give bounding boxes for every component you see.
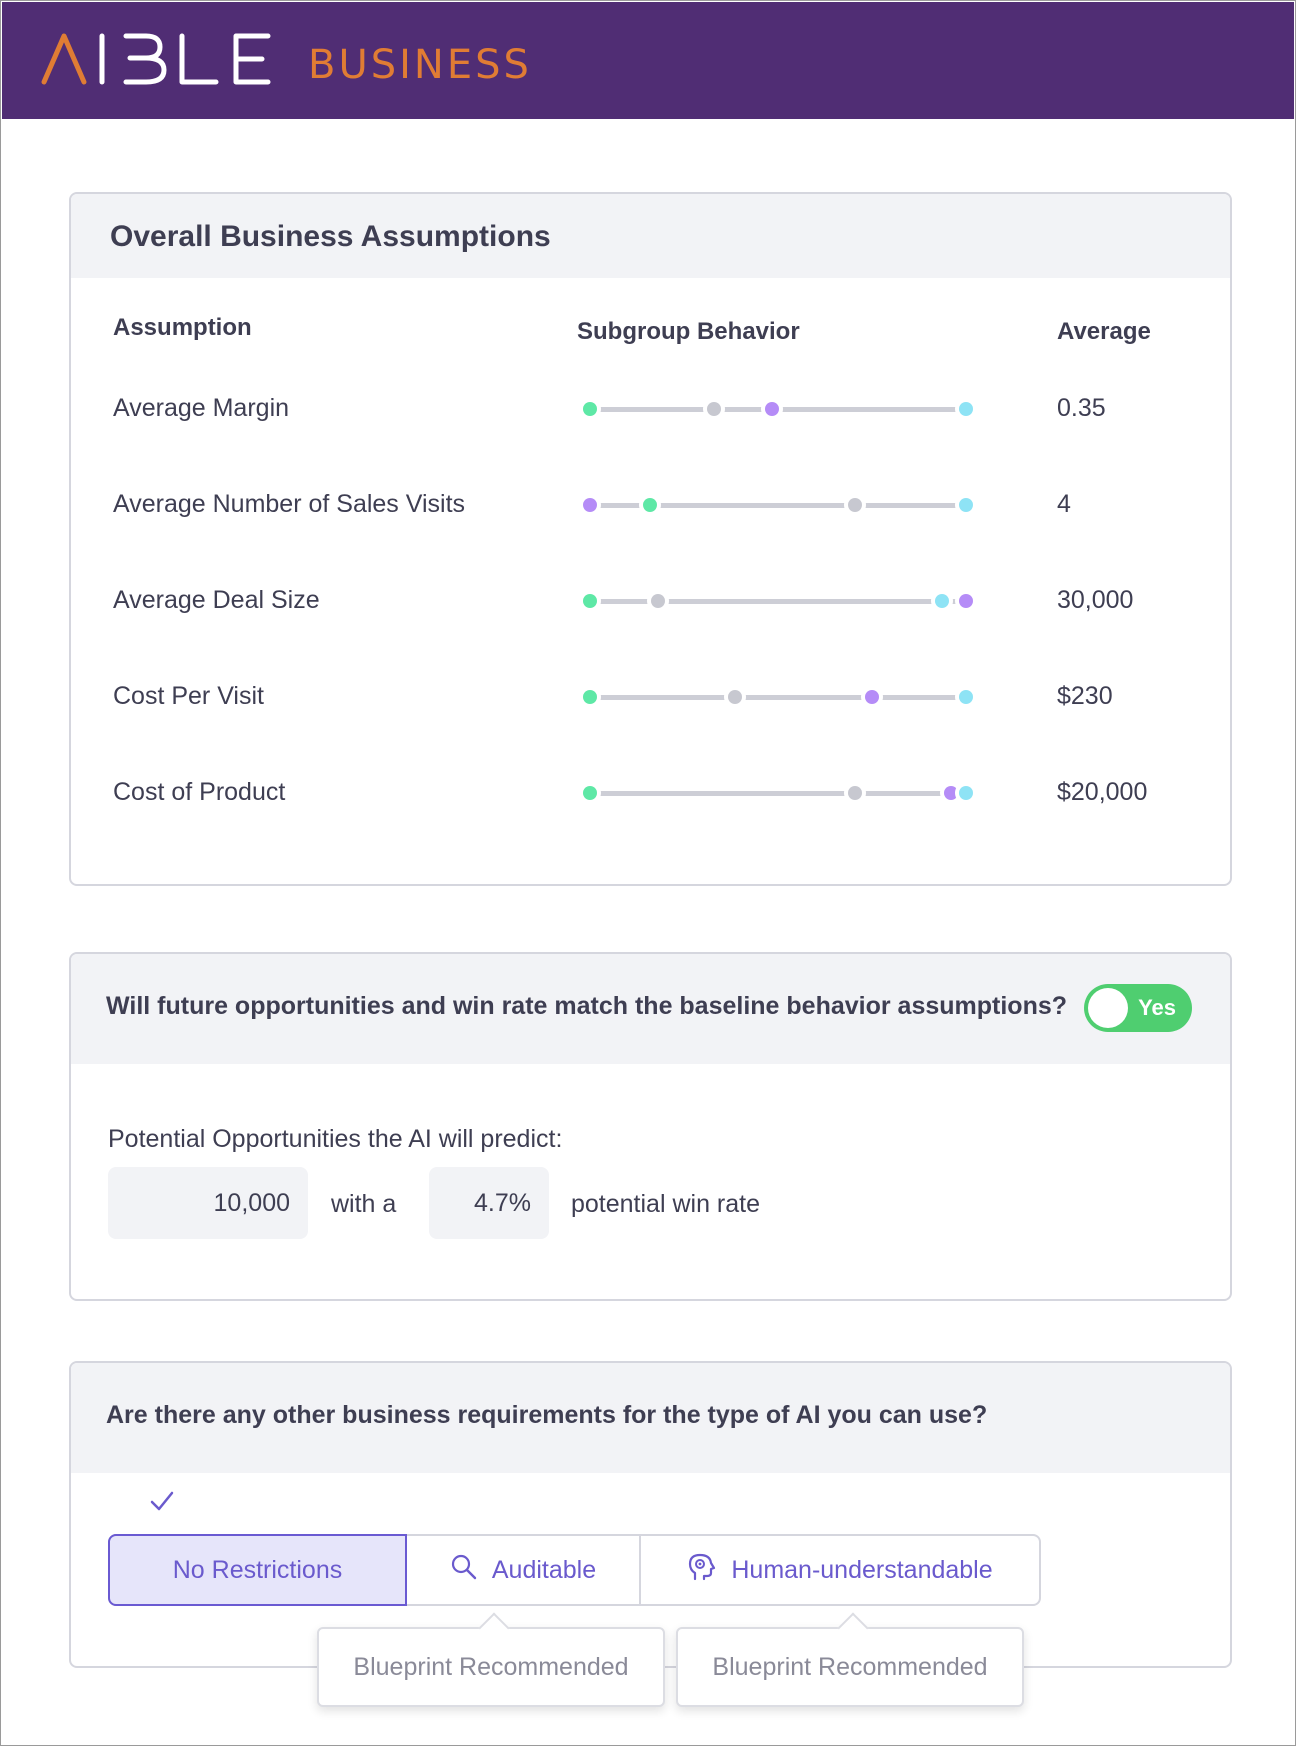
tooltip-text: Blueprint Recommended xyxy=(353,1652,629,1681)
option-label: Human-understandable xyxy=(731,1555,993,1584)
assumptions-card: Overall Business Assumptions Assumption … xyxy=(69,192,1232,886)
subgroup-behavior-track xyxy=(583,594,973,608)
logo[interactable]: BUSINESS xyxy=(40,30,560,90)
subgroup-dot-gray[interactable] xyxy=(848,498,863,512)
option-label: No Restrictions xyxy=(172,1555,343,1584)
subgroup-behavior-track xyxy=(583,786,973,800)
head-gears-icon xyxy=(687,1552,717,1589)
subgroup-dot-gray[interactable] xyxy=(727,690,742,704)
subgroup-behavior-track xyxy=(583,690,973,704)
assumption-label: Cost Per Visit xyxy=(113,682,264,710)
baseline-card: Will future opportunities and win rate m… xyxy=(69,952,1232,1301)
assumption-average: $20,000 xyxy=(1057,778,1148,806)
subgroup-dot-gray[interactable] xyxy=(707,402,722,416)
requirements-card-header: Are there any other business requirement… xyxy=(71,1363,1230,1473)
subgroup-behavior-track xyxy=(583,402,973,416)
baseline-toggle[interactable]: Yes xyxy=(1084,984,1192,1032)
option-auditable[interactable]: Auditable xyxy=(407,1536,641,1604)
option-no-restrictions[interactable]: No Restrictions xyxy=(108,1534,407,1606)
requirements-card: Are there any other business requirement… xyxy=(69,1361,1232,1668)
predict-label: Potential Opportunities the AI will pred… xyxy=(108,1125,563,1153)
col-header-average: Average xyxy=(1057,318,1151,345)
subgroup-dot-green[interactable] xyxy=(643,498,658,512)
assumption-label: Average Number of Sales Visits xyxy=(113,490,466,518)
assumptions-card-header: Overall Business Assumptions xyxy=(71,194,1230,278)
subgroup-dot-gray[interactable] xyxy=(650,594,665,608)
assumptions-title: Overall Business Assumptions xyxy=(110,220,551,253)
toggle-knob xyxy=(1088,988,1128,1028)
assumption-average: $230 xyxy=(1057,682,1113,710)
top-bar: BUSINESS xyxy=(2,2,1294,119)
blueprint-recommended-tooltip: Blueprint Recommended xyxy=(317,1612,665,1707)
requirements-question: Are there any other business requirement… xyxy=(106,1401,988,1429)
option-human-understandable[interactable]: Human-understandable xyxy=(641,1536,1039,1604)
subgroup-dot-green[interactable] xyxy=(583,690,597,704)
subgroup-dot-green[interactable] xyxy=(583,594,597,608)
subgroup-dot-cyan[interactable] xyxy=(959,498,973,512)
col-header-assumption: Assumption xyxy=(113,314,252,341)
subgroup-dot-purple[interactable] xyxy=(959,594,973,608)
subgroup-dot-cyan[interactable] xyxy=(934,594,949,608)
subgroup-dot-green[interactable] xyxy=(583,786,597,800)
baseline-question: Will future opportunities and win rate m… xyxy=(106,992,1068,1020)
subgroup-dot-purple[interactable] xyxy=(865,690,879,704)
requirements-segmented-control: No Restrictions Auditable Human-understa… xyxy=(108,1534,1041,1606)
subgroup-dot-cyan[interactable] xyxy=(959,690,973,704)
subgroup-dot-purple[interactable] xyxy=(765,402,780,416)
subgroup-dot-green[interactable] xyxy=(583,402,597,416)
baseline-card-header: Will future opportunities and win rate m… xyxy=(71,954,1230,1064)
aible-business-logo: BUSINESS xyxy=(41,33,532,88)
assumption-label: Average Deal Size xyxy=(113,586,320,614)
subgroup-dot-gray[interactable] xyxy=(848,786,863,800)
subgroup-dot-cyan[interactable] xyxy=(959,402,973,416)
subgroup-dot-purple[interactable] xyxy=(943,786,958,800)
win-rate-input[interactable] xyxy=(429,1167,549,1239)
logo-business-text: BUSINESS xyxy=(308,42,532,88)
assumption-average: 4 xyxy=(1057,490,1071,518)
option-label: Auditable xyxy=(491,1555,597,1584)
search-icon xyxy=(450,1553,478,1588)
assumption-average: 0.35 xyxy=(1057,394,1106,422)
with-a-text: with a xyxy=(331,1190,397,1218)
assumption-label: Average Margin xyxy=(113,394,290,422)
subgroup-behavior-track xyxy=(583,498,973,512)
check-icon xyxy=(149,1490,175,1517)
toggle-label: Yes xyxy=(1138,995,1176,1020)
col-header-subgroup-behavior: Subgroup Behavior xyxy=(577,318,800,345)
subgroup-dot-cyan[interactable] xyxy=(959,786,973,800)
win-rate-suffix: potential win rate xyxy=(571,1190,761,1218)
tooltip-text: Blueprint Recommended xyxy=(712,1652,988,1681)
opportunities-input[interactable] xyxy=(108,1167,308,1239)
assumption-label: Cost of Product xyxy=(113,778,286,806)
subgroup-dot-purple[interactable] xyxy=(583,498,597,512)
assumption-average: 30,000 xyxy=(1057,586,1134,614)
blueprint-recommended-tooltip: Blueprint Recommended xyxy=(676,1612,1024,1707)
